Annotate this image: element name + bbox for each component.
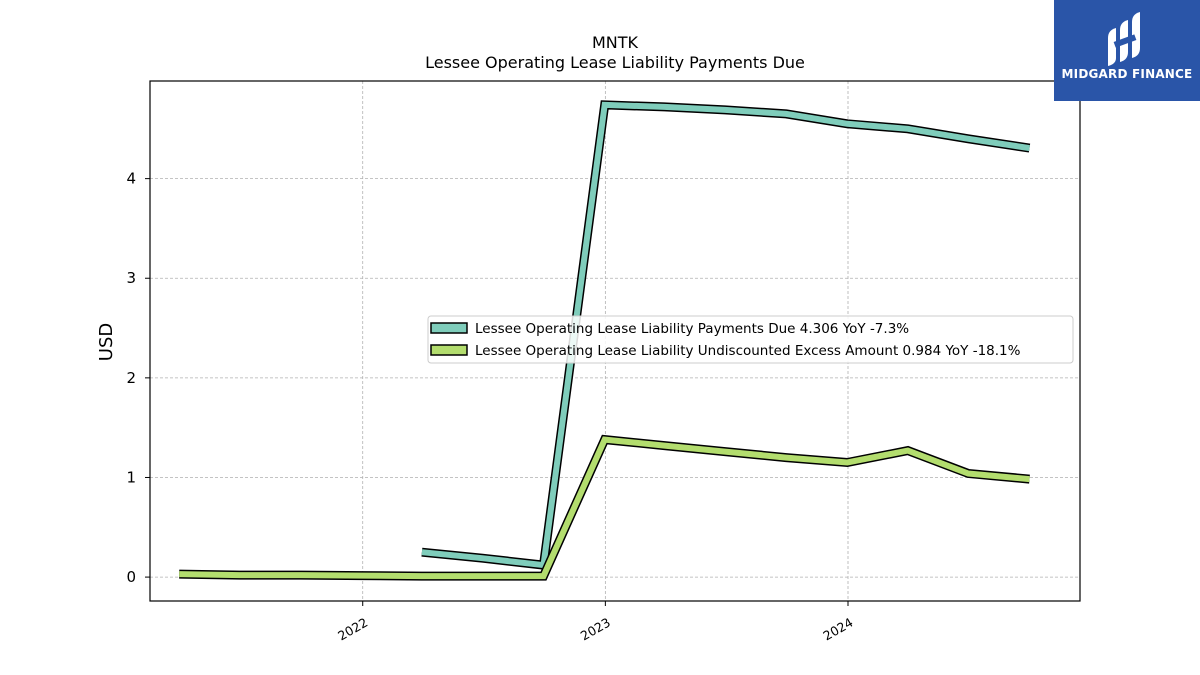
y-axis-label: USD xyxy=(96,323,117,361)
series-line-outline xyxy=(179,434,1030,581)
series-line xyxy=(179,436,1030,580)
legend-box xyxy=(427,315,1074,364)
y-tick-label: 0 xyxy=(126,568,136,586)
legend-label-payments-due: Lessee Operating Lease Liability Payment… xyxy=(475,321,909,337)
y-tick-label: 3 xyxy=(126,269,136,287)
legend-swatch-undiscounted-excess xyxy=(430,344,468,356)
y-tick-label: 4 xyxy=(126,170,136,188)
midgard-logo-icon xyxy=(1108,12,1140,66)
chart-title: MNTK xyxy=(592,33,639,52)
x-tick-label: 2023 xyxy=(578,615,613,644)
plot-frame xyxy=(149,80,1081,602)
legend-label-undiscounted-excess: Lessee Operating Lease Liability Undisco… xyxy=(475,343,1021,359)
y-tick-label: 1 xyxy=(126,468,136,486)
x-tick-label: 2022 xyxy=(335,615,370,644)
x-tick-label: 2024 xyxy=(820,615,855,644)
brand-logo: MIDGARD FINANCE xyxy=(1054,0,1200,101)
chart-subtitle: Lessee Operating Lease Liability Payment… xyxy=(425,53,805,72)
brand-name: MIDGARD FINANCE xyxy=(1061,67,1193,81)
legend: Lessee Operating Lease Liability Payment… xyxy=(427,315,1074,364)
legend-swatch-payments-due xyxy=(430,322,468,334)
series-lines xyxy=(179,100,1031,581)
series-line xyxy=(421,101,1030,569)
y-tick-label: 2 xyxy=(126,369,136,387)
